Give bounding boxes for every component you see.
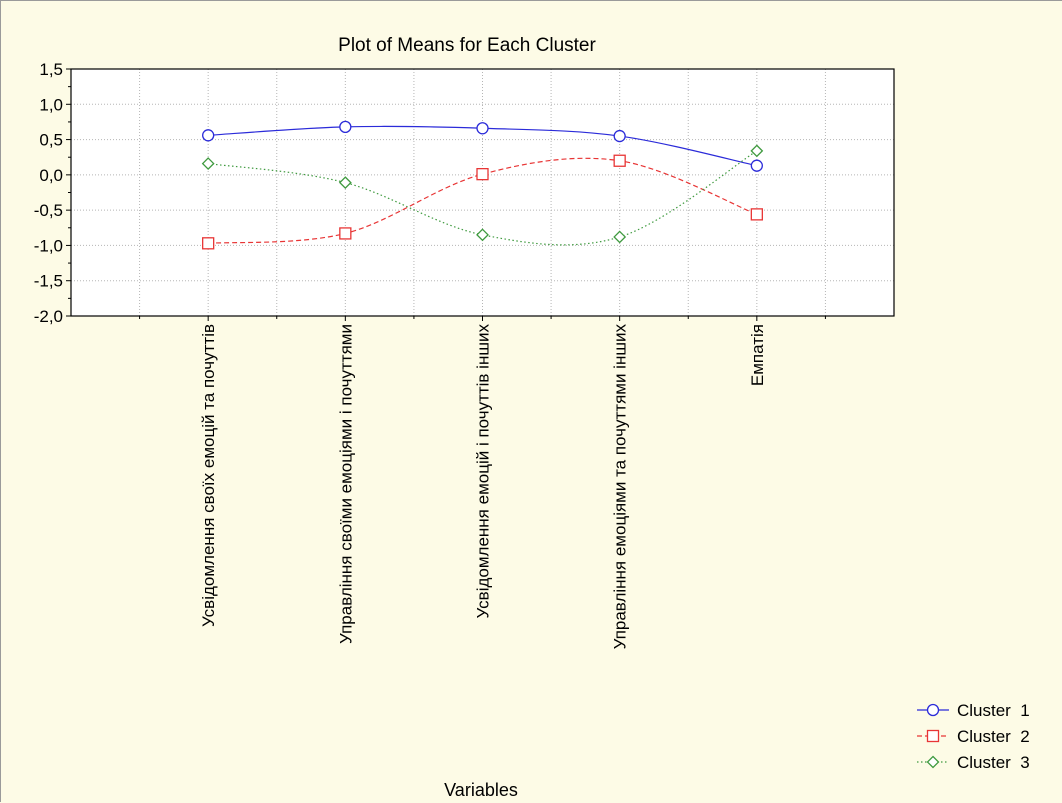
y-tick-label: 1,5 [39,60,63,79]
square-marker [750,208,763,221]
circle-marker [339,120,352,134]
circle-marker [613,129,626,143]
y-tick-label: -2,0 [34,307,63,326]
legend-label: Cluster 2 [957,727,1030,746]
y-tick-label: -1,0 [34,236,63,255]
series-cluster-3 [201,144,764,246]
x-category-label: Управління своїми емоціями і почуттями [336,324,355,644]
legend-label: Cluster 3 [957,753,1030,772]
circle-marker [926,703,940,717]
circle-marker [202,129,215,142]
diamond-marker [201,157,215,170]
series-cluster-2 [202,154,763,250]
y-tick-label: 0,0 [39,166,63,185]
legend-item: Cluster 2 [917,727,1030,746]
square-marker [926,729,940,743]
x-category-label: Емпатія [748,324,767,386]
legend-item: Cluster 1 [917,701,1030,720]
x-category-label: Управління емоціями та почуттями інших [611,324,630,650]
chart-title: Plot of Means for Each Cluster [338,35,596,56]
legend-label: Cluster 1 [957,701,1030,720]
square-marker [613,154,626,167]
circle-marker [476,122,489,135]
y-tick-label: -1,5 [34,272,63,291]
y-tick-label: 1,0 [39,95,63,114]
legend: Cluster 1 Cluster 2 Cluster 3 [917,701,1030,772]
circle-marker [750,159,763,172]
diamond-marker [750,144,764,158]
y-tick-label: -0,5 [34,201,63,220]
square-marker [339,227,352,240]
x-axis-title: Variables [444,780,518,800]
legend-item: Cluster 3 [917,753,1030,772]
series-group [201,120,764,250]
diamond-marker [613,230,627,244]
diamond-marker [476,228,489,242]
square-marker [202,237,215,250]
series-cluster-1 [202,120,763,172]
diamond-marker [338,176,352,190]
series-line [208,150,758,246]
diamond-marker [926,755,940,769]
x-category-label: Усвідомлення емоцій і почуттів інших [474,324,493,619]
x-axis: Усвідомлення своїх емоцій та почуттів Упр… [139,316,826,650]
y-axis: 1,5 1,0 0,5 0,0 -0,5 -1,0 -1,5 -2,0 [34,60,71,326]
square-marker [476,168,489,181]
y-tick-label: 0,5 [39,131,63,150]
x-category-label: Усвідомлення своїх емоцій та почуттів [199,324,218,627]
